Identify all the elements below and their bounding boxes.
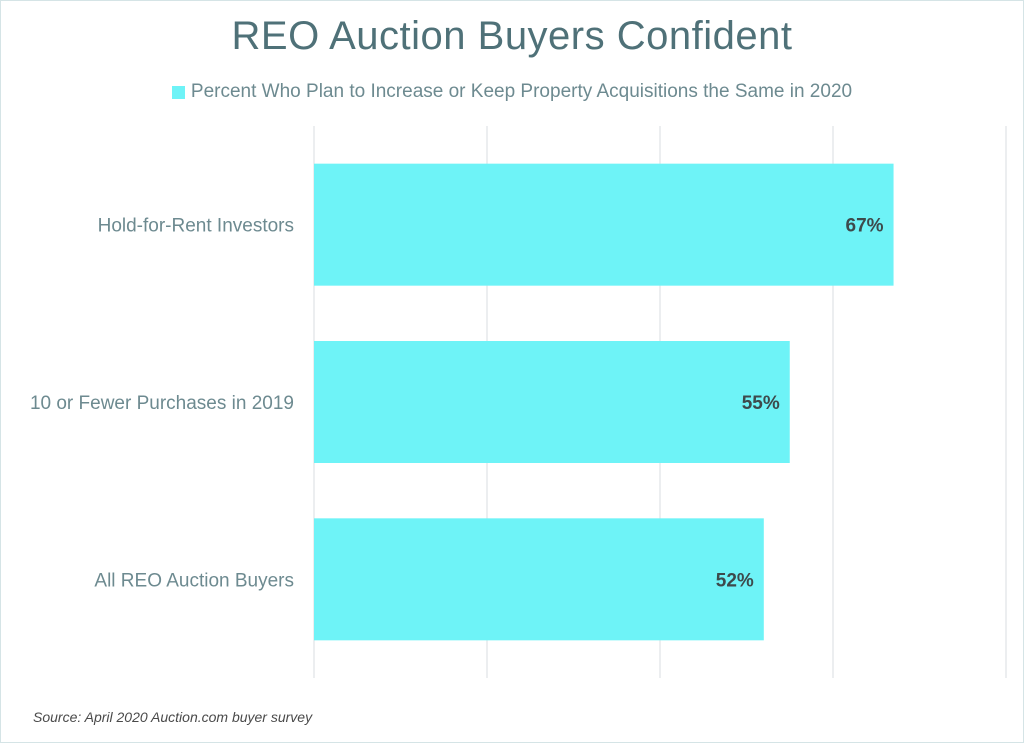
value-label: 52% [716, 570, 754, 591]
source-note: Source: April 2020 Auction.com buyer sur… [33, 709, 313, 725]
category-label: All REO Auction Buyers [94, 570, 294, 591]
legend-swatch [171, 85, 185, 99]
legend-label: Percent Who Plan to Increase or Keep Pro… [190, 81, 853, 102]
category-label: Hold-for-Rent Investors [98, 216, 294, 237]
chart-title: REO Auction Buyers Confident [231, 14, 793, 58]
bar [314, 341, 790, 463]
bar [314, 518, 764, 641]
bar [314, 163, 894, 286]
category-label: 10 or Fewer Purchases in 2019 [30, 393, 294, 414]
value-label: 55% [742, 393, 780, 414]
legend: Percent Who Plan to Increase or Keep Pro… [0, 81, 1024, 103]
value-label: 67% [846, 216, 884, 237]
